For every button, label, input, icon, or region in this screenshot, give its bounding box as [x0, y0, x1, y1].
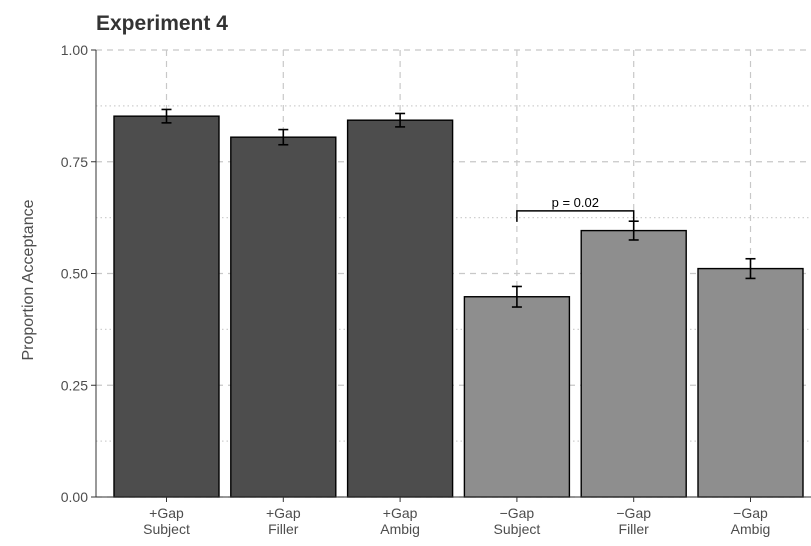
error-bars	[161, 108, 756, 308]
bar-2	[230, 136, 337, 498]
x-tick-label: +Gap Filler	[266, 505, 301, 537]
x-tick-label-line: Filler	[619, 521, 650, 537]
significance-bracket: p = 0.02	[516, 195, 635, 222]
bar-5	[580, 229, 687, 498]
x-tick-label-line: +Gap	[383, 505, 418, 521]
bar-6	[697, 267, 804, 498]
x-tick-label-line: −Gap	[500, 505, 535, 521]
x-tick-label: −Gap Ambig	[731, 505, 771, 537]
p-value-label: p = 0.02	[552, 195, 599, 210]
x-tick-label-line: −Gap	[616, 505, 651, 521]
y-tick-label: 1.00	[61, 42, 88, 58]
y-tick-label: 0.25	[61, 377, 88, 393]
annotations: p = 0.02	[516, 195, 635, 222]
y-tick-label: 0.50	[61, 266, 88, 282]
x-tick-label-line: Ambig	[380, 521, 420, 537]
y-tick-label: 0.00	[61, 489, 88, 505]
error-bar-4	[511, 285, 522, 308]
x-tick-label-line: Filler	[268, 521, 299, 537]
x-tick-label-line: +Gap	[266, 505, 301, 521]
x-tick-label-line: +Gap	[149, 505, 184, 521]
error-bar-2	[278, 128, 289, 146]
bars	[113, 115, 804, 498]
x-tick-label-line: −Gap	[733, 505, 768, 521]
y-tick-label: 0.75	[61, 154, 88, 170]
bar-3	[346, 119, 454, 498]
bar-1	[113, 115, 220, 498]
x-tick-label-line: Ambig	[731, 521, 771, 537]
error-bar-1	[161, 108, 172, 124]
y-axis-label: Proportion Acceptance	[20, 199, 37, 360]
bracket-line	[516, 210, 635, 222]
bar-4	[463, 296, 571, 498]
x-tick-label: +Gap Subject	[143, 505, 190, 537]
error-bar-6	[745, 257, 756, 280]
x-tick-label: +Gap Ambig	[380, 505, 420, 537]
x-tick-label-line: Subject	[143, 521, 190, 537]
x-tick-label: −Gap Filler	[616, 505, 651, 537]
x-tick-label: −Gap Subject	[494, 505, 541, 537]
error-bar-3	[395, 112, 406, 128]
x-tick-label-line: Subject	[494, 521, 541, 537]
axes: 0.000.250.500.751.00+Gap Subject+Gap Fille…	[61, 42, 811, 537]
chart-title: Experiment 4	[96, 12, 228, 35]
